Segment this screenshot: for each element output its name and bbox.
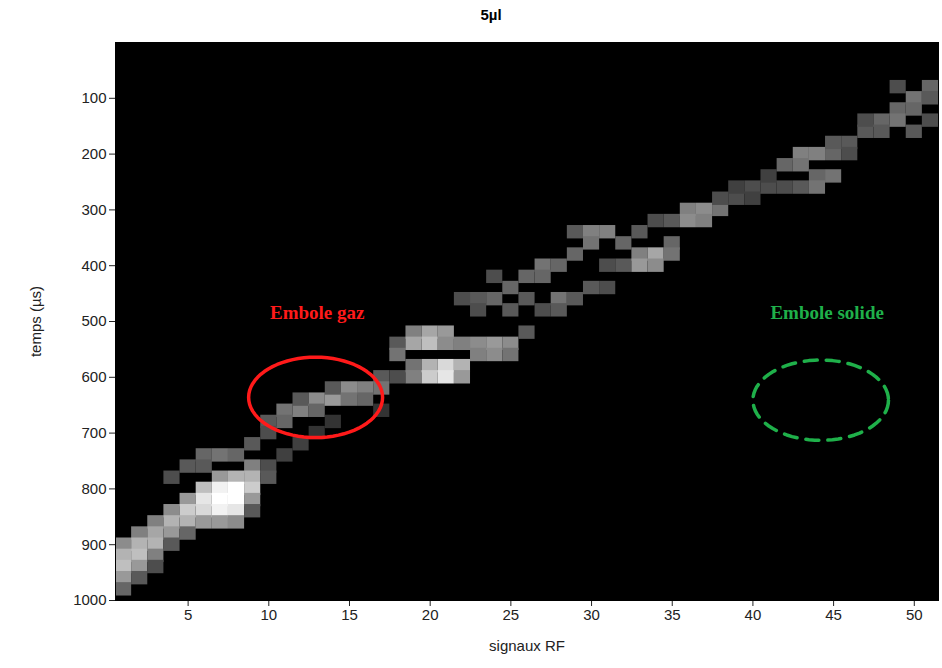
svg-text:35: 35 [664,606,681,623]
svg-text:Embole gaz: Embole gaz [270,302,365,323]
svg-text:600: 600 [81,368,106,385]
svg-text:signaux RF: signaux RF [489,637,565,654]
svg-text:900: 900 [81,536,106,553]
svg-text:25: 25 [503,606,520,623]
svg-text:30: 30 [583,606,600,623]
html-text:5µl: 5µl [480,6,502,23]
svg-text:temps (µs): temps (µs) [27,286,44,357]
svg-text:300: 300 [81,201,106,218]
svg-text:700: 700 [81,424,106,441]
svg-text:Embole solide: Embole solide [770,302,883,323]
svg-text:15: 15 [341,606,358,623]
svg-text:50: 50 [906,606,923,623]
svg-text:100: 100 [81,89,106,106]
svg-text:5: 5 [184,606,192,623]
svg-text:20: 20 [422,606,439,623]
svg-text:10: 10 [260,606,277,623]
svg-text:400: 400 [81,257,106,274]
svg-text:200: 200 [81,145,106,162]
svg-text:800: 800 [81,480,106,497]
svg-text:40: 40 [745,606,762,623]
svg-text:500: 500 [81,312,106,329]
svg-text:1000: 1000 [73,591,106,608]
svg-text:45: 45 [825,606,842,623]
